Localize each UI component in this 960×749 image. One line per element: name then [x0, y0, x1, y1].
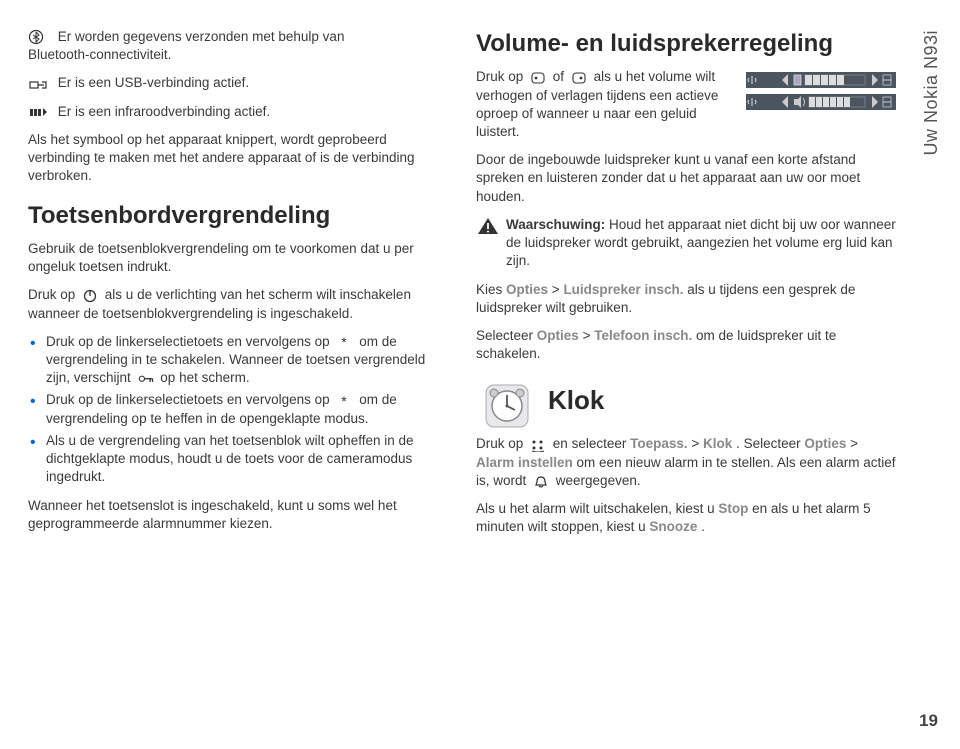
svg-text:*: * — [342, 335, 348, 349]
kp1-gt2: > — [850, 436, 858, 451]
kp2-snooze: Snooze — [649, 519, 697, 534]
warning-icon — [476, 216, 500, 236]
kp1-toepass: Toepass. — [630, 436, 688, 451]
usb-text: Er is een USB-verbinding actief. — [58, 75, 249, 90]
ir-status-line: Er is een infraroodverbinding actief. — [28, 103, 448, 121]
infrared-icon — [28, 104, 50, 120]
kp1-gt: > — [691, 436, 703, 451]
vp1b: of — [553, 69, 568, 84]
power-key-icon — [81, 289, 99, 303]
clock-app-icon — [482, 381, 532, 431]
warn-label: Waarschuwing: — [506, 217, 605, 232]
kp2a: Als u het alarm wilt uitschakelen, kiest… — [476, 501, 718, 516]
kp1b: en selecteer — [553, 436, 630, 451]
sidebar-device-label: Uw Nokia N93i — [921, 30, 942, 156]
t2a: Druk op — [28, 287, 79, 302]
vp1a: Druk op — [476, 69, 527, 84]
ir-text: Er is een infraroodverbinding actief. — [58, 104, 270, 119]
kp1-alarm: Alarm instellen — [476, 455, 573, 470]
usb-status-line: Er is een USB-verbinding actief. — [28, 74, 448, 92]
toetsen-p2: Druk op als u de verlichting van het sch… — [28, 286, 448, 322]
vol-p2: Door de ingebouwde luidspreker kunt u va… — [476, 151, 896, 206]
bullet-2: Druk op de linkerselectietoets en vervol… — [28, 391, 448, 427]
toetsen-p3: Wanneer het toetsenslot is ingeschakeld,… — [28, 497, 448, 533]
heading-klok: Klok — [548, 383, 896, 418]
kp1-klok: Klok — [703, 436, 732, 451]
warning-block: Waarschuwing: Houd het apparaat niet dic… — [476, 216, 896, 271]
left-column: Er worden gegevens verzonden met behulp … — [28, 28, 448, 729]
lock-bullets: Druk op de linkerselectietoets en vervol… — [28, 333, 448, 487]
right-column: Volume- en luidsprekerregeling — [476, 28, 896, 729]
kp1a: Druk op — [476, 436, 527, 451]
b1c: op het scherm. — [160, 370, 249, 385]
op2-opties: Opties — [537, 328, 579, 343]
heading-toetsenbord: Toetsenbordvergrendeling — [28, 200, 448, 232]
bt-text-a: Er worden gegevens verzonden met behulp … — [58, 29, 345, 44]
opt-p1: Kies Opties > Luidspreker insch. als u t… — [476, 281, 896, 317]
kp2c: . — [701, 519, 705, 534]
bt-text-b: Bluetooth-connectiviteit. — [28, 47, 171, 62]
klok-p2: Als u het alarm wilt uitschakelen, kiest… — [476, 500, 896, 536]
volume-bar-graphic — [746, 70, 896, 114]
kp1-opties2: Opties — [804, 436, 846, 451]
bluetooth-active-icon — [28, 29, 50, 45]
klok-p1: Druk op en selecteer Toepass. > Klok . S… — [476, 435, 896, 490]
scroll-right-icon — [570, 71, 588, 85]
kp1e: weergegeven. — [556, 473, 641, 488]
key-lock-icon — [137, 372, 155, 386]
opt-p2: Selecteer Opties > Telefoon insch. om de… — [476, 327, 896, 363]
bullet-3: Als u de vergrendeling van het toetsenbl… — [28, 432, 448, 487]
svg-text:*: * — [342, 394, 348, 408]
page-number: 19 — [919, 711, 938, 731]
scroll-left-icon — [529, 71, 547, 85]
op1-opties: Opties — [506, 282, 548, 297]
b1a: Druk op de linkerselectietoets en vervol… — [46, 334, 333, 349]
menu-key-icon — [529, 438, 547, 452]
kp2-stop: Stop — [718, 501, 748, 516]
op1-gt: > — [552, 282, 564, 297]
star-key-icon: * — [335, 394, 353, 408]
symbol-blink-para: Als het symbool op het apparaat knippert… — [28, 131, 448, 186]
toetsen-p1: Gebruik de toetsenblokvergrendeling om t… — [28, 240, 448, 276]
op2-gt: > — [583, 328, 595, 343]
bullet-1: Druk op de linkerselectietoets en vervol… — [28, 333, 448, 388]
b2a: Druk op de linkerselectietoets en vervol… — [46, 392, 333, 407]
op1a: Kies — [476, 282, 506, 297]
bluetooth-status-line: Er worden gegevens verzonden met behulp … — [28, 28, 448, 64]
op2a: Selecteer — [476, 328, 537, 343]
star-key-icon: * — [335, 335, 353, 349]
kp1c: . Selecteer — [736, 436, 804, 451]
page-content: Er worden gegevens verzonden met behulp … — [0, 0, 960, 749]
op1-luid: Luidspreker insch. — [563, 282, 683, 297]
alarm-active-icon — [532, 474, 550, 488]
heading-volume: Volume- en luidsprekerregeling — [476, 28, 896, 60]
op2-tel: Telefoon insch. — [594, 328, 692, 343]
usb-icon — [28, 76, 50, 92]
